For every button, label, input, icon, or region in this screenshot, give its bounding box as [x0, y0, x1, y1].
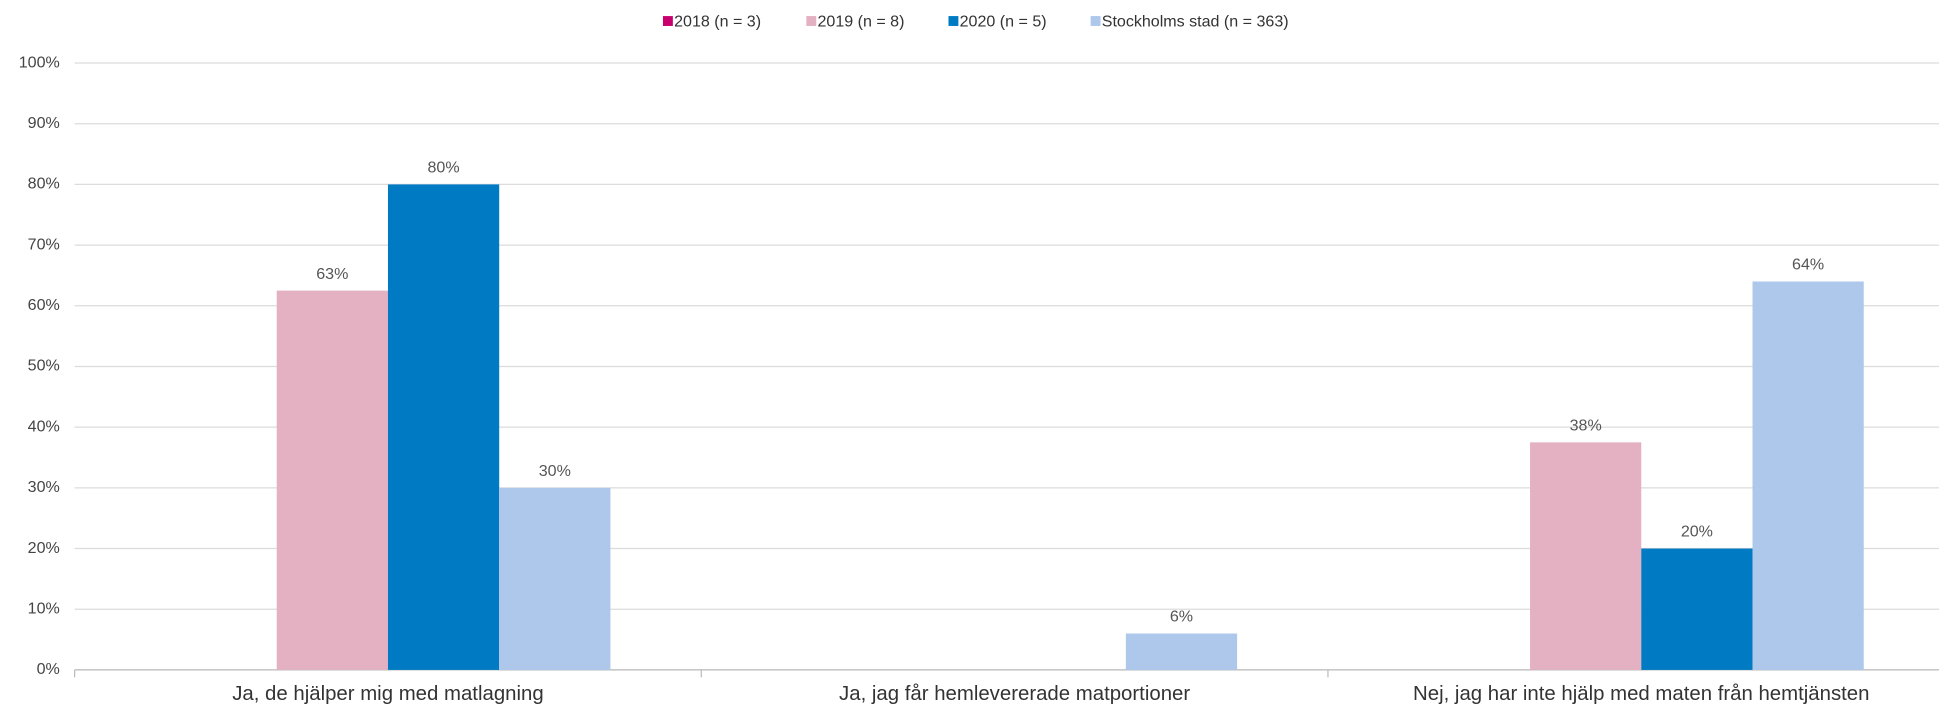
data-label: 63%: [316, 265, 348, 283]
legend-swatch: [806, 16, 817, 26]
legend-label: 2019 (n = 8): [817, 12, 904, 30]
y-tick-label: 20%: [28, 539, 60, 557]
y-tick-label: 90%: [28, 114, 60, 132]
legend-label: 2020 (n = 5): [960, 12, 1047, 30]
data-label: 6%: [1170, 608, 1193, 626]
bar: [1530, 442, 1642, 670]
y-tick-label: 80%: [28, 175, 60, 193]
y-tick-label: 60%: [28, 296, 60, 314]
x-tick-label: Nej, jag har inte hjälp med maten från h…: [1413, 683, 1869, 705]
bar: [1125, 633, 1238, 670]
x-tick-label: Ja, jag får hemlevererade matportioner: [839, 683, 1190, 705]
legend-swatch: [1090, 16, 1101, 26]
y-tick-label: 0%: [37, 660, 60, 678]
y-tick-label: 30%: [28, 478, 60, 496]
y-tick-label: 10%: [28, 599, 60, 617]
bar: [1641, 548, 1753, 670]
legend-swatch: [948, 16, 959, 26]
data-label: 20%: [1681, 523, 1713, 541]
y-tick-label: 70%: [28, 235, 60, 253]
data-label: 64%: [1792, 256, 1824, 274]
x-tick-label: Ja, de hjälper mig med matlagning: [232, 683, 543, 705]
bar: [1752, 281, 1864, 670]
data-label: 38%: [1570, 417, 1602, 435]
bar: [387, 184, 500, 670]
y-tick-label: 40%: [28, 417, 60, 435]
legend-swatch: [662, 16, 673, 26]
bar: [276, 290, 388, 670]
data-label: 30%: [539, 462, 571, 480]
legend-label: 2018 (n = 3): [674, 12, 761, 30]
bar: [499, 487, 611, 670]
y-tick-label: 100%: [19, 53, 60, 71]
data-label: 80%: [428, 159, 460, 177]
y-tick-label: 50%: [28, 357, 60, 375]
legend-label: Stockholms stad (n = 363): [1102, 12, 1289, 30]
